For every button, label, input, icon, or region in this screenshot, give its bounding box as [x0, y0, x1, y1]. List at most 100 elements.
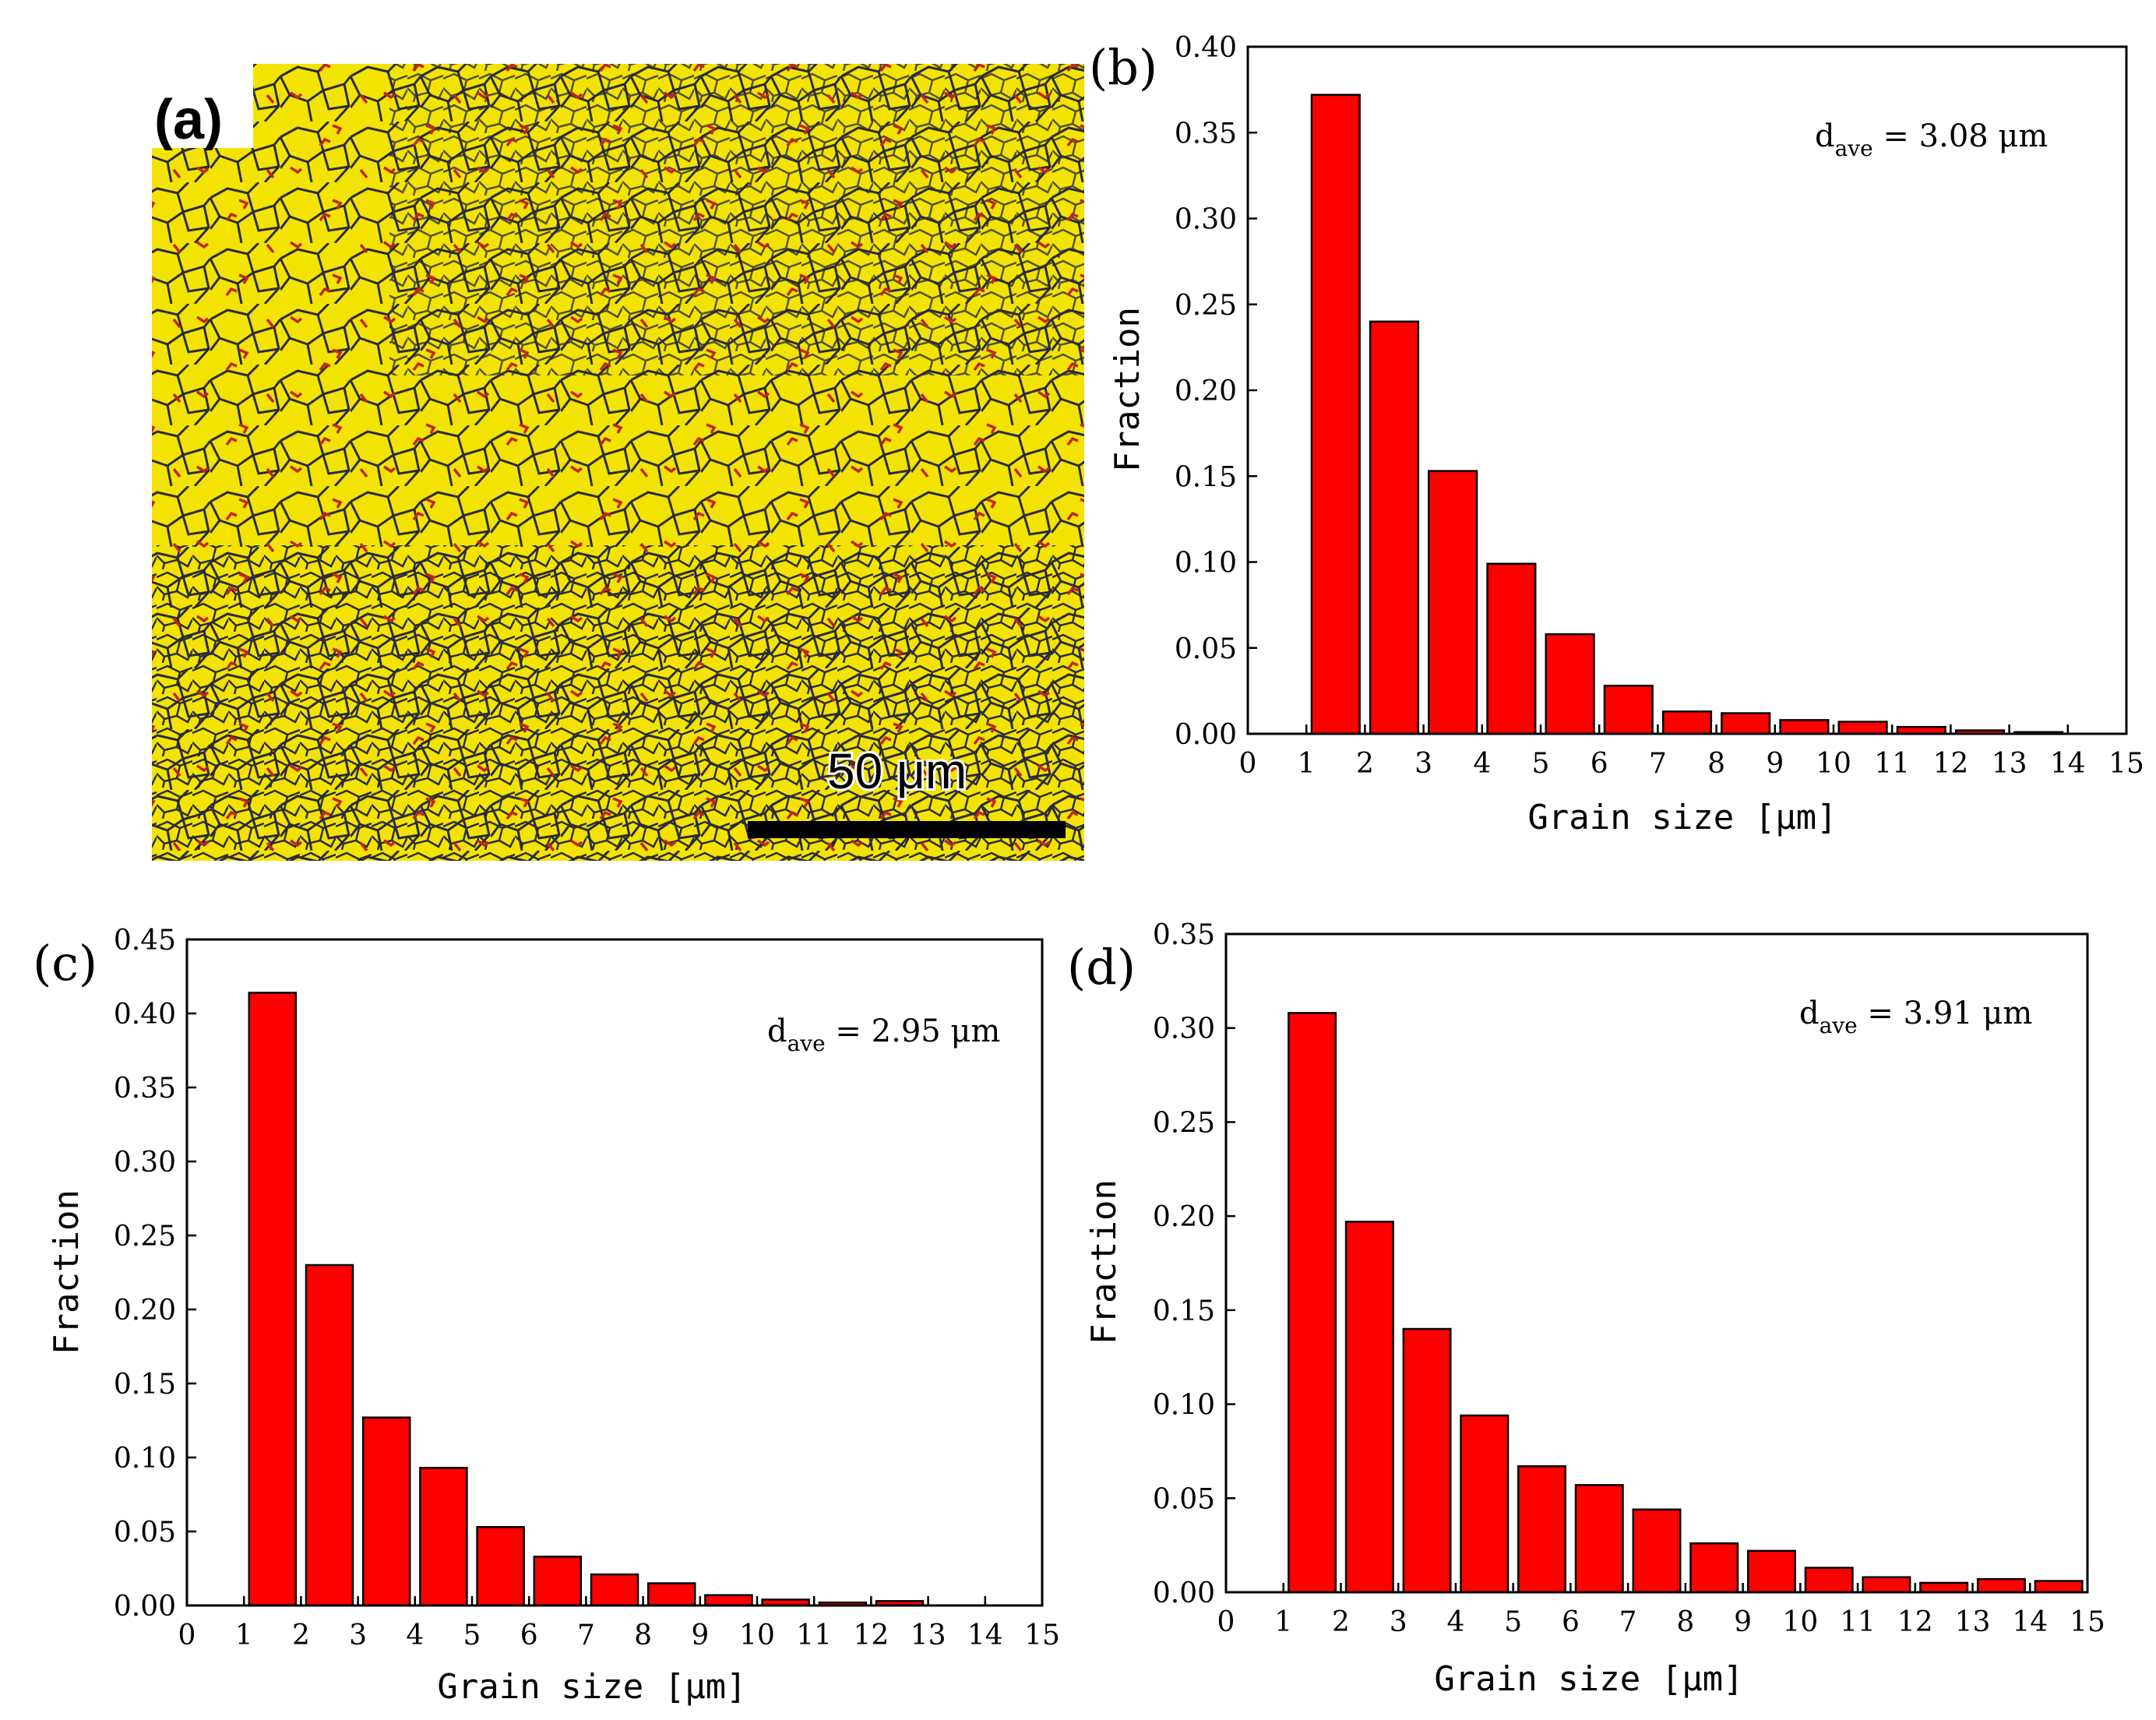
panel-label-b: (b) [1089, 39, 1157, 96]
bar-d-6 [1574, 1484, 1624, 1594]
ytick-label-b-3: 0.15 [1175, 461, 1237, 493]
xtick-label-c-10: 10 [739, 1620, 775, 1651]
ytick-label-c-6: 0.30 [114, 1147, 176, 1179]
xtick-label-c-15: 15 [1024, 1620, 1060, 1651]
plot-frame-c [185, 938, 1044, 1607]
annotation-prefix: d [1799, 996, 1820, 1031]
micrograph-panel: (a) 50 μm [152, 64, 1084, 861]
ytick-label-c-2: 0.10 [114, 1443, 176, 1475]
xtick-label-b-14: 14 [2050, 748, 2086, 780]
xtick-label-b-0: 0 [1239, 748, 1257, 780]
ytick-label-b-4: 0.20 [1175, 375, 1237, 407]
xtick-label-b-1: 1 [1298, 748, 1316, 780]
bar-d-5 [1517, 1464, 1567, 1594]
bar-d-8 [1689, 1542, 1739, 1594]
annotation-subscript: ave [787, 1031, 826, 1056]
ytick-label-c-5: 0.25 [114, 1221, 176, 1253]
xtick-label-b-5: 5 [1532, 748, 1550, 780]
y-axis-label-c: Fraction [47, 1190, 86, 1355]
scale-bar-label: 50 μm [827, 743, 967, 799]
ytick-label-c-4: 0.20 [114, 1295, 176, 1327]
ytick-label-c-8: 0.40 [114, 999, 176, 1031]
x-axis-label-d: Grain size [μm] [1434, 1659, 1743, 1699]
ytick-label-d-6: 0.30 [1153, 1013, 1215, 1045]
bar-c-8 [646, 1582, 696, 1607]
xtick-label-d-13: 13 [1955, 1606, 1991, 1638]
ytick-label-b-6: 0.30 [1175, 204, 1237, 236]
bar-c-1 [248, 992, 298, 1607]
xtick-label-c-3: 3 [349, 1620, 367, 1651]
xtick-label-c-1: 1 [235, 1620, 253, 1651]
xtick-label-b-12: 12 [1932, 748, 1968, 780]
bar-c-4 [419, 1467, 468, 1607]
annotation-subscript: ave [1835, 136, 1873, 161]
annotation-dave-d: dave = 3.91 μm [1799, 996, 2032, 1038]
histogram-d: 0 1 2 3 4 5 6 7 8 9 10 11 12 13 14 150.000.050.100.150.… [1067, 919, 2105, 1699]
panel-label-a: (a) [154, 89, 223, 151]
xtick-label-d-12: 12 [1897, 1606, 1933, 1638]
xtick-label-b-9: 9 [1766, 748, 1784, 780]
xtick-label-d-8: 8 [1676, 1606, 1694, 1638]
ytick-label-d-4: 0.20 [1153, 1201, 1215, 1233]
xtick-label-d-4: 4 [1446, 1606, 1464, 1638]
bar-d-3 [1402, 1327, 1452, 1594]
bar-b-4 [1486, 562, 1537, 735]
xtick-label-d-6: 6 [1562, 1606, 1580, 1638]
xtick-label-d-0: 0 [1217, 1606, 1235, 1638]
ytick-label-b-1: 0.05 [1175, 633, 1237, 665]
bar-b-8 [1721, 712, 1771, 735]
xtick-label-d-9: 9 [1734, 1606, 1752, 1638]
ytick-label-d-3: 0.15 [1153, 1295, 1215, 1327]
ytick-label-d-1: 0.05 [1153, 1483, 1215, 1515]
annotation-value: = 3.91 μm [1858, 996, 2033, 1031]
ytick-label-b-8: 0.40 [1175, 32, 1237, 64]
ytick-label-d-2: 0.10 [1153, 1390, 1215, 1422]
xtick-label-b-10: 10 [1816, 748, 1851, 780]
xtick-label-d-1: 1 [1274, 1606, 1292, 1638]
xtick-label-c-0: 0 [178, 1620, 196, 1651]
bar-d-2 [1344, 1221, 1394, 1594]
xtick-label-b-4: 4 [1473, 748, 1491, 780]
xtick-label-b-2: 2 [1356, 748, 1374, 780]
xtick-label-c-7: 7 [577, 1620, 595, 1651]
annotation-dave-c: dave = 2.95 μm [767, 1013, 1000, 1056]
xtick-label-d-5: 5 [1504, 1606, 1522, 1638]
ytick-label-b-0: 0.00 [1175, 719, 1237, 751]
bar-b-3 [1428, 470, 1478, 735]
ytick-label-d-7: 0.35 [1153, 919, 1215, 951]
bar-d-12 [1919, 1581, 1969, 1594]
ytick-label-c-1: 0.05 [114, 1517, 176, 1549]
xtick-label-d-10: 10 [1782, 1606, 1818, 1638]
bar-c-6 [533, 1556, 583, 1607]
xtick-label-d-7: 7 [1619, 1606, 1637, 1638]
bar-d-1 [1288, 1012, 1337, 1594]
ytick-label-c-3: 0.15 [114, 1369, 176, 1401]
bar-d-14 [2034, 1580, 2084, 1594]
annotation-value: = 3.08 μm [1873, 118, 2049, 154]
ytick-label-d-5: 0.25 [1153, 1107, 1215, 1139]
xtick-label-c-5: 5 [463, 1620, 481, 1651]
xtick-label-b-7: 7 [1649, 748, 1667, 780]
bar-c-7 [590, 1573, 639, 1607]
xtick-label-d-2: 2 [1332, 1606, 1350, 1638]
x-axis-label-c: Grain size [μm] [437, 1667, 746, 1707]
xtick-label-b-8: 8 [1707, 748, 1725, 780]
panel-label-c: (c) [33, 935, 97, 992]
ytick-label-d-0: 0.00 [1153, 1577, 1215, 1609]
xtick-label-c-11: 11 [796, 1620, 832, 1651]
xtick-label-c-13: 13 [911, 1620, 946, 1651]
xtick-label-d-11: 11 [1840, 1606, 1876, 1638]
x-axis-label-b: Grain size [μm] [1527, 798, 1837, 837]
bar-b-5 [1545, 633, 1595, 735]
bar-d-9 [1746, 1549, 1796, 1594]
bar-d-4 [1460, 1414, 1510, 1594]
bar-b-1 [1310, 93, 1361, 735]
xtick-label-b-3: 3 [1414, 748, 1432, 780]
annotation-value: = 2.95 μm [826, 1013, 1001, 1049]
ytick-label-c-9: 0.45 [114, 925, 176, 957]
xtick-label-c-9: 9 [691, 1620, 709, 1651]
xtick-label-c-6: 6 [520, 1620, 538, 1651]
bar-d-7 [1632, 1508, 1682, 1594]
xtick-label-c-14: 14 [967, 1620, 1003, 1651]
annotation-prefix: d [767, 1013, 787, 1049]
